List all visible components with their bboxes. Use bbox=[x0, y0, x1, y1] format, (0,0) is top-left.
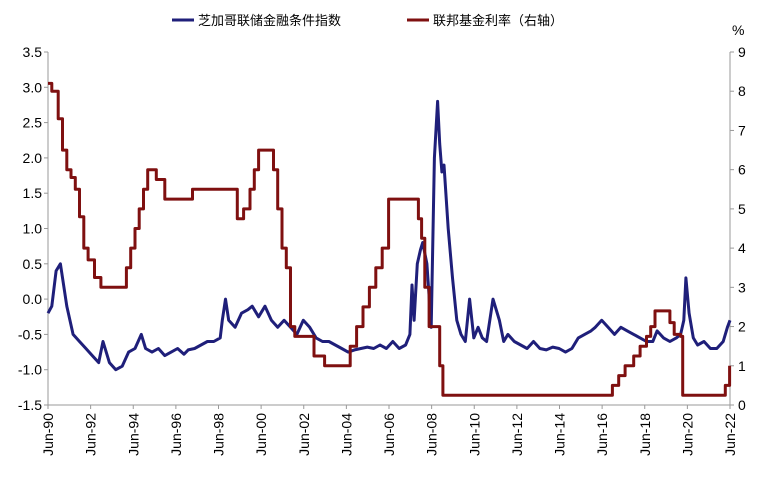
left-tick-label: 2.5 bbox=[23, 115, 43, 131]
x-tick-label: Jun-10 bbox=[466, 413, 482, 456]
x-tick-label: Jun-04 bbox=[338, 413, 354, 456]
x-tick-label: Jun-06 bbox=[381, 413, 397, 456]
x-tick-label: Jun-12 bbox=[509, 413, 525, 456]
x-tick-label: Jun-98 bbox=[211, 413, 227, 456]
x-tick-label: Jun-08 bbox=[424, 413, 440, 456]
left-axis: 3.5 3.0 2.5 2.0 1.5 1.0 0.5 0.0 -0.5 -1.0 -1.5 bbox=[18, 44, 49, 413]
left-tick-label: 3.0 bbox=[23, 79, 43, 95]
x-tick-label: Jun-92 bbox=[83, 413, 99, 456]
left-tick-label: 3.5 bbox=[23, 44, 43, 60]
right-tick-label: 8 bbox=[738, 83, 746, 99]
right-axis-unit: % bbox=[732, 22, 744, 38]
left-tick-label: 1.0 bbox=[23, 221, 43, 237]
legend: 芝加哥联储金融条件指数 联邦基金利率（右轴） bbox=[172, 13, 563, 29]
right-tick-label: 6 bbox=[738, 162, 746, 178]
x-tick-label: Jun-96 bbox=[168, 413, 184, 456]
right-tick-label: 0 bbox=[738, 397, 746, 413]
left-tick-label: 0.5 bbox=[23, 256, 43, 272]
x-tick-label: Jun-18 bbox=[637, 413, 653, 456]
left-tick-label: 0.0 bbox=[23, 291, 43, 307]
right-tick-label: 4 bbox=[738, 240, 746, 256]
right-tick-label: 7 bbox=[738, 122, 746, 138]
left-tick-label: -1.5 bbox=[18, 397, 42, 413]
right-axis: 9 8 7 6 5 4 3 2 1 0 bbox=[729, 44, 746, 413]
x-tick-label: Jun-00 bbox=[253, 413, 269, 456]
left-tick-label: 1.5 bbox=[23, 185, 43, 201]
right-tick-label: 2 bbox=[738, 319, 746, 335]
x-tick-label: Jun-22 bbox=[722, 413, 738, 456]
x-tick-label: Jun-14 bbox=[552, 413, 568, 456]
left-tick-label: -0.5 bbox=[18, 326, 42, 342]
x-axis: Jun-90 Jun-92 Jun-94 Jun-96 Jun-98 Jun-00 Jun-… bbox=[40, 404, 738, 456]
x-tick-label: Jun-94 bbox=[125, 413, 141, 456]
right-tick-label: 9 bbox=[738, 44, 746, 60]
right-tick-label: 3 bbox=[738, 279, 746, 295]
right-tick-label: 1 bbox=[738, 358, 746, 374]
series-line-fedfunds bbox=[48, 81, 732, 397]
x-tick-label: Jun-20 bbox=[679, 413, 695, 456]
right-tick-label: 5 bbox=[738, 201, 746, 217]
left-tick-label: -1.0 bbox=[18, 362, 42, 378]
legend-label-fedfunds: 联邦基金利率（右轴） bbox=[433, 13, 563, 29]
x-tick-label: Jun-02 bbox=[296, 413, 312, 456]
legend-label-cfnai: 芝加哥联储金融条件指数 bbox=[198, 13, 341, 29]
plot-area bbox=[46, 81, 732, 397]
x-tick-label: Jun-16 bbox=[594, 413, 610, 456]
x-tick-label: Jun-90 bbox=[40, 413, 56, 456]
left-tick-label: 2.0 bbox=[23, 150, 43, 166]
series-line-cfnai bbox=[46, 99, 732, 372]
